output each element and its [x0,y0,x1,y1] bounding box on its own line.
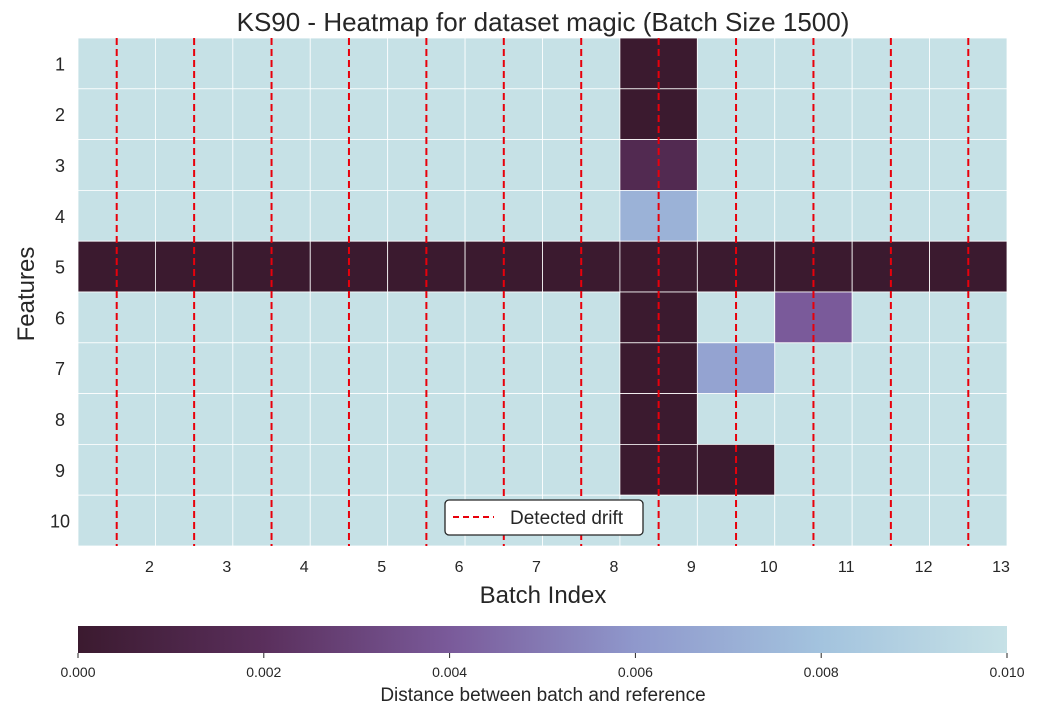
x-tick-labels: 2 3 4 5 6 7 8 9 10 11 12 13 [145,559,1010,576]
y-tick-labels: 1 2 3 4 5 6 7 8 9 10 [50,54,70,531]
colorbar-title: Distance between batch and reference [380,685,705,706]
colorbar-tick-label: 0.006 [618,664,653,680]
y-tick-label: 2 [55,105,65,125]
x-tick-label: 6 [455,559,464,576]
y-tick-label: 4 [55,207,65,227]
heatmap-cells [77,37,1008,547]
drift-lines [115,38,970,546]
heatmap-cell [619,37,698,90]
x-tick-label: 11 [838,559,855,576]
y-axis-title: Features [13,247,40,342]
x-axis-title: Batch Index [480,582,607,609]
colorbar-tick-label: 0.010 [989,664,1024,680]
legend-box [444,499,644,536]
y-tick-label: 5 [55,258,65,278]
x-tick-label: 10 [760,559,778,576]
legend: Detected drift [444,499,644,536]
y-tick-label: 9 [55,461,65,481]
colorbar-tick-label: 0.000 [60,664,95,680]
x-tick-label: 8 [609,559,618,576]
x-tick-label: 7 [532,559,541,576]
x-tick-label: 9 [687,559,696,576]
x-tick-label: 3 [222,559,231,576]
x-tick-label: 12 [915,559,933,576]
colorbar-tick-label: 0.004 [432,664,467,680]
x-tick-label: 2 [145,559,154,576]
y-tick-label: 3 [55,156,65,176]
colorbar-tick-label: 0.002 [246,664,281,680]
y-tick-label: 6 [55,308,65,328]
x-tick-label: 13 [992,559,1010,576]
y-tick-label: 7 [55,359,65,379]
x-tick-label: 5 [377,559,386,576]
y-tick-label: 8 [55,410,65,430]
colorbar-tick-label: 0.008 [804,664,839,680]
x-tick-label: 4 [300,559,309,576]
y-tick-label: 10 [50,512,70,532]
legend-label-detected-drift: Detected drift [510,508,624,529]
y-tick-label: 1 [55,54,65,74]
colorbar-ticks: 0.000 0.002 0.004 0.006 0.008 0.010 [60,653,1025,680]
colorbar [78,626,1007,653]
chart-title: KS90 - Heatmap for dataset magic (Batch … [237,7,850,37]
